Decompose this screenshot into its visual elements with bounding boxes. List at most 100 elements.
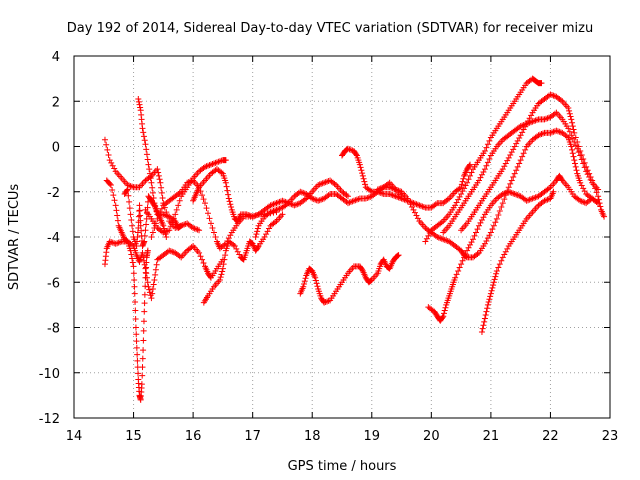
- data-point-marker: [581, 188, 588, 195]
- data-point-marker: [511, 191, 518, 198]
- data-point-marker: [486, 296, 493, 303]
- data-point-marker: [507, 189, 514, 196]
- data-point-marker: [185, 179, 192, 186]
- data-point-marker: [301, 196, 308, 203]
- data-point-marker: [276, 198, 283, 205]
- data-point-marker: [481, 148, 488, 155]
- y-tick-label: -4: [47, 231, 60, 246]
- data-point-marker: [103, 141, 110, 148]
- data-point-marker: [267, 209, 274, 216]
- data-point-marker: [516, 160, 523, 167]
- data-point-marker: [394, 193, 401, 200]
- data-point-marker: [156, 176, 163, 183]
- data-point-marker: [531, 194, 538, 201]
- data-point-marker: [127, 211, 134, 218]
- data-point-marker: [273, 206, 280, 213]
- data-point-marker: [535, 132, 542, 139]
- data-point-marker: [245, 211, 252, 218]
- data-point-marker: [104, 146, 111, 153]
- data-point-marker: [224, 187, 231, 194]
- data-point-marker: [478, 171, 485, 178]
- data-point-marker: [227, 232, 234, 239]
- data-point-marker: [408, 204, 415, 211]
- data-point-marker: [455, 196, 462, 203]
- data-point-marker: [139, 355, 146, 362]
- data-point-marker: [482, 312, 489, 319]
- data-point-marker: [568, 143, 575, 150]
- data-point-marker: [501, 190, 508, 197]
- data-point-marker: [593, 189, 600, 196]
- data-point-marker: [270, 201, 277, 208]
- data-point-marker: [146, 286, 153, 293]
- data-point-marker: [298, 189, 305, 196]
- data-point-marker: [163, 228, 170, 235]
- data-point-marker: [148, 179, 155, 186]
- data-point-marker: [456, 264, 463, 271]
- data-point-marker: [138, 381, 145, 388]
- data-point-marker: [167, 223, 174, 230]
- data-point-marker: [111, 165, 118, 172]
- series-track-h: [200, 211, 286, 306]
- data-point-marker: [597, 203, 604, 210]
- data-point-marker: [140, 129, 147, 136]
- data-point-marker: [376, 185, 383, 192]
- data-point-marker: [136, 101, 143, 108]
- data-point-marker: [187, 178, 194, 185]
- data-point-marker: [132, 307, 139, 314]
- y-tick-label: -6: [47, 276, 60, 291]
- data-point-marker: [254, 244, 261, 251]
- data-point-marker: [153, 261, 160, 268]
- data-point-marker: [135, 98, 142, 105]
- data-point-marker: [359, 172, 366, 179]
- data-point-marker: [294, 201, 301, 208]
- data-point-marker: [246, 212, 253, 219]
- data-point-marker: [141, 238, 148, 245]
- data-point-marker: [163, 234, 170, 240]
- data-point-marker: [587, 174, 594, 181]
- series-track-e: [135, 95, 185, 231]
- data-point-marker: [532, 194, 539, 201]
- data-point-marker: [318, 180, 325, 187]
- data-point-marker: [176, 197, 183, 204]
- x-tick-label: 22: [542, 429, 559, 444]
- data-point-marker: [221, 241, 228, 248]
- data-point-marker: [584, 167, 591, 174]
- data-point-marker: [554, 128, 561, 135]
- data-point-marker: [253, 231, 260, 238]
- data-point-marker: [501, 251, 508, 258]
- data-point-marker: [267, 202, 274, 209]
- data-point-marker: [196, 227, 203, 234]
- data-point-marker: [443, 237, 450, 244]
- data-point-marker: [126, 198, 133, 205]
- data-point-marker: [134, 357, 141, 364]
- data-points: [101, 75, 608, 403]
- data-point-marker: [217, 274, 224, 281]
- data-point-marker: [507, 180, 514, 187]
- data-point-marker: [144, 156, 151, 163]
- data-point-marker: [568, 116, 575, 123]
- data-point-marker: [517, 123, 524, 130]
- data-point-marker: [493, 215, 500, 222]
- data-point-marker: [310, 196, 317, 203]
- data-point-marker: [152, 202, 159, 209]
- data-point-marker: [206, 215, 213, 222]
- data-point-marker: [422, 238, 429, 245]
- y-axis-label: SDTVAR / TECUs: [7, 184, 22, 291]
- data-point-marker: [362, 195, 369, 202]
- data-point-marker: [547, 129, 554, 136]
- data-point-marker: [514, 137, 521, 144]
- data-point-marker: [321, 179, 328, 186]
- data-point-marker: [508, 149, 515, 156]
- data-point-marker: [410, 200, 417, 207]
- data-point-marker: [434, 234, 441, 240]
- data-point-marker: [575, 149, 582, 156]
- data-point-marker: [236, 251, 243, 258]
- data-point-marker: [353, 196, 360, 203]
- data-point-marker: [117, 239, 124, 246]
- data-point-marker: [525, 118, 532, 125]
- data-point-marker: [394, 253, 401, 260]
- data-point-marker: [219, 265, 226, 272]
- data-point-marker: [209, 224, 216, 231]
- data-point-marker: [578, 198, 585, 205]
- data-point-marker: [130, 270, 137, 277]
